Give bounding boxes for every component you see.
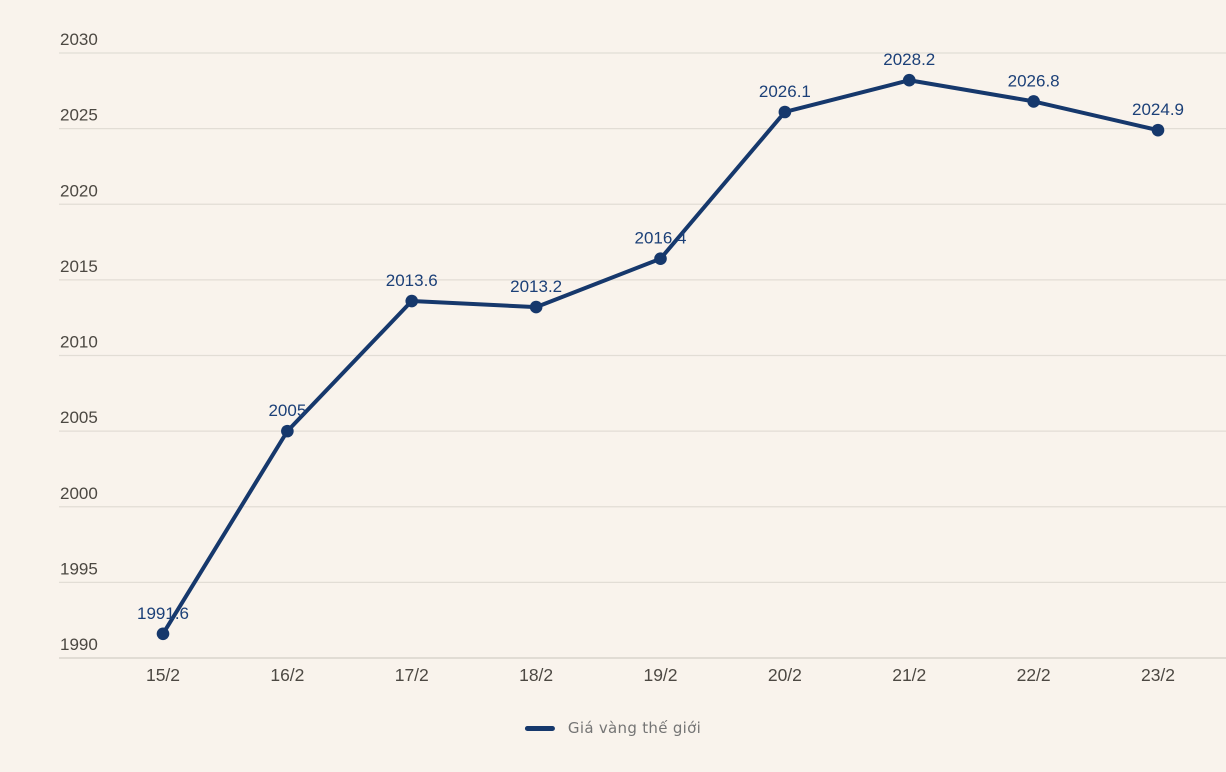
- data-point-label: 2028.2: [883, 50, 935, 69]
- x-axis-tick-label: 23/2: [1141, 665, 1175, 685]
- y-axis-tick-label: 2005: [60, 408, 98, 427]
- x-axis-tick-label: 16/2: [270, 665, 304, 685]
- y-axis-tick-label: 2015: [60, 257, 98, 276]
- y-axis-tick-label: 2020: [60, 181, 98, 200]
- data-point-label: 2013.2: [510, 277, 562, 296]
- data-point-label: 1991.6: [137, 604, 189, 623]
- data-point-marker[interactable]: [902, 73, 916, 87]
- data-point-label: 2013.6: [386, 271, 438, 290]
- data-point-label: 2016.4: [635, 229, 687, 248]
- legend-label: Giá vàng thế giới: [567, 719, 702, 737]
- data-point-label: 2026.8: [1008, 71, 1060, 90]
- data-point-marker[interactable]: [281, 424, 294, 438]
- x-axis-tick-label: 15/2: [146, 665, 180, 685]
- data-point-label: 2024.9: [1132, 100, 1184, 119]
- data-point-marker[interactable]: [1027, 95, 1040, 108]
- x-axis-tick-label: 22/2: [1017, 665, 1051, 685]
- data-point-marker[interactable]: [405, 294, 419, 308]
- y-axis-tick-label: 2030: [60, 30, 98, 49]
- data-point-marker[interactable]: [654, 252, 667, 265]
- y-axis-tick-label: 2000: [60, 484, 98, 503]
- data-point-marker[interactable]: [1151, 123, 1165, 137]
- x-axis-tick-label: 18/2: [519, 665, 553, 685]
- x-axis-tick-label: 20/2: [768, 665, 802, 685]
- y-axis-tick-label: 1995: [60, 559, 98, 578]
- y-axis-tick-label: 2010: [60, 333, 98, 352]
- x-axis-tick-label: 19/2: [643, 665, 677, 685]
- data-point-marker[interactable]: [529, 300, 543, 314]
- legend: Giá vàng thế giới: [524, 719, 702, 737]
- legend-line-swatch: [524, 725, 555, 731]
- series-line: [161, 78, 1160, 636]
- y-axis-tick-label: 1990: [60, 635, 98, 654]
- data-point-marker[interactable]: [156, 627, 170, 641]
- y-axis-tick-label: 2025: [60, 106, 98, 125]
- data-point-label: 2005: [268, 401, 306, 420]
- data-point-label: 2026.1: [759, 82, 811, 101]
- x-axis-tick-label: 21/2: [892, 665, 926, 685]
- data-point-marker[interactable]: [778, 105, 792, 119]
- x-axis-tick-label: 17/2: [395, 665, 429, 685]
